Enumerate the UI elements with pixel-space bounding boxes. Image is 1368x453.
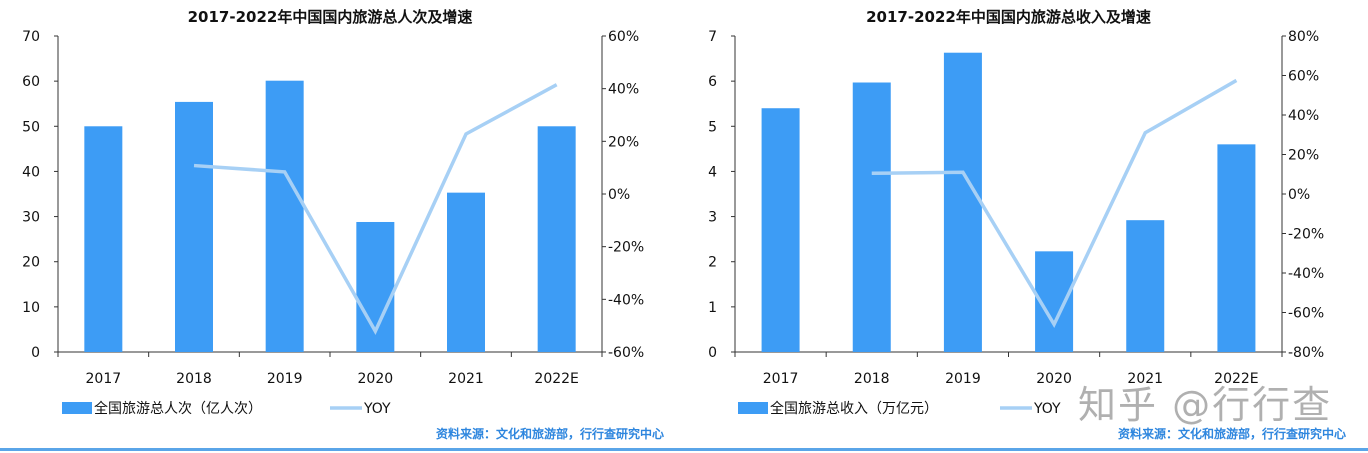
y2-tick-label: 0%: [608, 187, 630, 203]
y-tick-label: 10: [22, 300, 40, 316]
y-tick-label: 20: [22, 255, 40, 271]
watermark: 知乎 @行行查: [1078, 383, 1333, 427]
x-tick-label: 2017: [763, 371, 799, 387]
bottom-divider: [0, 448, 1368, 451]
y2-tick-label: 20%: [608, 134, 639, 150]
y2-tick-label: 0%: [1288, 187, 1310, 203]
bar: [943, 52, 982, 353]
y2-tick-label: 60%: [1288, 69, 1319, 85]
bar: [537, 126, 576, 353]
y-tick-label: 0: [708, 345, 717, 361]
y2-tick-label: 60%: [608, 29, 639, 45]
x-tick-label: 2019: [267, 371, 303, 387]
legend-line-label: YOY: [363, 401, 391, 417]
y2-tick-label: -40%: [608, 292, 644, 308]
legend-bar-label: 全国旅游总收入（万亿元）: [770, 400, 938, 417]
bar: [84, 126, 123, 353]
y2-tick-label: -40%: [1288, 266, 1324, 282]
bar: [852, 82, 891, 353]
y2-tick-label: -80%: [1288, 345, 1324, 361]
x-tick-label: 2022E: [1214, 371, 1258, 387]
legend-line-label: YOY: [1033, 401, 1061, 417]
y2-tick-label: 40%: [608, 82, 639, 98]
legend-bar-swatch: [62, 402, 92, 414]
y-tick-label: 2: [708, 255, 717, 271]
y2-tick-label: -20%: [608, 240, 644, 256]
source-note: 资料来源：文化和旅游部，行行查研究中心: [1118, 426, 1346, 441]
x-tick-label: 2021: [448, 371, 484, 387]
y2-tick-label: 80%: [1288, 29, 1319, 45]
bar: [175, 101, 213, 352]
x-tick-label: 2020: [1036, 371, 1072, 387]
y-tick-label: 5: [708, 119, 717, 135]
bar: [761, 108, 800, 352]
y-tick-label: 50: [22, 119, 40, 135]
x-tick-label: 2018: [854, 371, 890, 387]
y-tick-label: 30: [22, 210, 40, 226]
bar: [265, 80, 304, 352]
chart-title: 2017-2022年中国国内旅游总人次及增速: [188, 8, 473, 26]
x-tick-label: 2022E: [534, 371, 578, 387]
y-tick-label: 3: [708, 210, 717, 226]
x-tick-label: 2019: [945, 371, 981, 387]
y-tick-label: 60: [22, 74, 40, 90]
source-note: 资料来源：文化和旅游部，行行查研究中心: [436, 426, 664, 441]
legend-bar-label: 全国旅游总人次（亿人次）: [94, 400, 262, 417]
y-tick-label: 4: [708, 164, 717, 180]
x-tick-label: 2017: [86, 371, 122, 387]
y-tick-label: 70: [22, 29, 40, 45]
chart-title: 2017-2022年中国国内旅游总收入及增速: [866, 8, 1151, 26]
y-tick-label: 40: [22, 164, 40, 180]
y-tick-label: 6: [708, 74, 717, 90]
x-tick-label: 2020: [358, 371, 394, 387]
x-tick-label: 2018: [176, 371, 212, 387]
bar: [1217, 144, 1256, 352]
legend-bar-swatch: [738, 402, 768, 414]
bar: [447, 192, 485, 352]
y2-tick-label: -60%: [1288, 306, 1324, 322]
y2-tick-label: 20%: [1288, 148, 1319, 164]
x-tick-label: 2021: [1127, 371, 1163, 387]
y2-tick-label: 40%: [1288, 108, 1319, 124]
y-tick-label: 1: [708, 300, 717, 316]
bar: [1126, 220, 1165, 352]
y-tick-label: 7: [708, 29, 717, 45]
y2-tick-label: -20%: [1288, 227, 1324, 243]
y-tick-label: 0: [31, 345, 40, 361]
y2-tick-label: -60%: [608, 345, 644, 361]
